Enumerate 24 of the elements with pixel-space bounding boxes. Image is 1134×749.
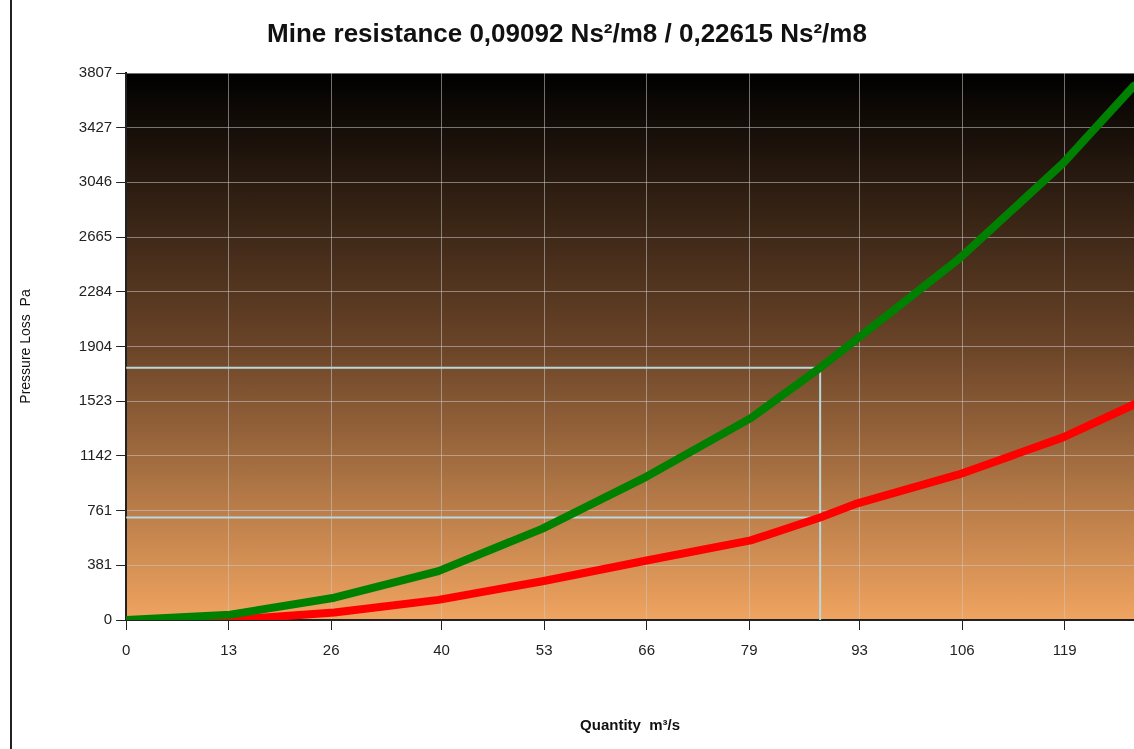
y-tick-label: 2665 [78,227,113,245]
x-tick-label: 26 [322,641,340,659]
x-tick-label: 0 [122,641,131,659]
y-tick-label: 3427 [78,117,113,135]
y-tick-label: 381 [87,555,113,573]
x-axis-title: Quantity m³/s [580,716,681,734]
x-tick-label: 106 [949,641,975,659]
x-tick-label: 53 [535,641,553,659]
y-axis-title: Pressure Loss Pa [17,289,34,404]
y-tick-label: 1142 [79,446,113,464]
y-tick-label: 1523 [78,391,113,409]
chart-title: Mine resistance 0,09092 Ns²/m8 / 0,22615 Ns²/m8 [266,18,868,49]
y-tick-label: 761 [87,500,113,518]
x-tick-label: 119 [1052,641,1077,659]
y-tick-label: 2284 [78,281,113,299]
x-tick-label: 66 [638,641,655,659]
x-tick-label: 93 [851,641,868,659]
y-tick-label: 3046 [78,172,113,190]
x-tick-label: 79 [740,641,758,659]
y-tick-label: 3807 [78,63,113,81]
x-tick-label: 13 [220,641,238,659]
x-tick-label: 40 [433,641,450,659]
y-tick-label: 1904 [78,336,113,354]
y-tick-label: 0 [103,610,113,628]
